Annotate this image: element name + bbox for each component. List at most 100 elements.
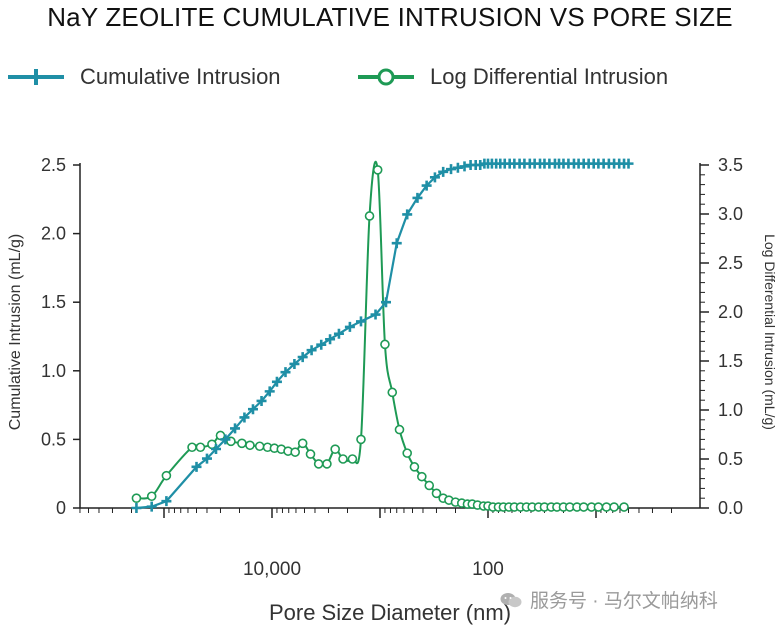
cumulative-point	[161, 496, 172, 507]
y-right-tick-label: 2.0	[718, 302, 743, 322]
cumulative-point	[211, 444, 221, 455]
log-differential-point	[330, 444, 340, 455]
watermark-text: 服务号 · 马尔文帕纳科	[530, 591, 718, 612]
x-axis-title: Pore Size Diameter (nm)	[268, 600, 512, 625]
legend-item-cumulative: Cumulative Intrusion	[6, 60, 281, 94]
cumulative-point	[247, 404, 258, 415]
y-right-tick-label: 3.5	[718, 155, 743, 175]
log-differential-point	[290, 447, 300, 457]
y-right-tick-label: 0.0	[718, 498, 743, 518]
legend: Cumulative Intrusion Log Differential In…	[0, 60, 780, 94]
cumulative-point	[402, 209, 413, 220]
log-differential-point	[578, 502, 589, 512]
log-differential-point	[254, 441, 265, 452]
log-differential-point	[187, 442, 197, 453]
log-differential-point	[131, 493, 142, 504]
y-left-tick-label: 2.5	[41, 155, 66, 175]
cumulative-point	[131, 503, 142, 513]
y-left-tick-label: 0	[56, 498, 66, 518]
cumulative-point	[271, 376, 282, 387]
cumulative-point	[230, 423, 241, 434]
legend-swatch-log-differential	[358, 68, 414, 86]
log-differential-point	[394, 424, 405, 435]
log-differential-point	[338, 454, 348, 464]
y-right-tick-label: 3.0	[718, 204, 743, 224]
y-left-tick-label: 2.0	[41, 224, 66, 244]
y-right-tick-label: 1.0	[718, 400, 743, 420]
cumulative-point	[459, 161, 470, 172]
log-differential-point	[195, 442, 206, 453]
log-differential-point	[347, 454, 358, 464]
x-tick-label: 100	[472, 559, 504, 580]
cumulative-series	[131, 158, 634, 513]
log-differential-point	[402, 448, 412, 458]
log-differential-point	[387, 387, 398, 398]
log-differential-series	[131, 160, 629, 512]
watermark: 服务号 · 马尔文帕纳科	[500, 586, 718, 613]
cumulative-point	[421, 180, 432, 191]
log-differential-point	[609, 502, 619, 512]
y-axis-right-title: Log Differential Intrusion (mL/g)	[762, 234, 778, 430]
log-differential-point	[372, 165, 383, 175]
cumulative-point	[289, 358, 300, 369]
log-differential-point	[619, 502, 629, 512]
cumulative-point	[333, 328, 344, 339]
log-differential-point	[409, 462, 420, 472]
x-tick-label: 10,000	[243, 559, 301, 580]
axes: 0 0.5 1.0 1.5 2.0 2.5 0.0 0.5 1.0 1.5 2.0 2.5 3.0 3.5…	[41, 155, 743, 580]
y-left-tick-label: 1.5	[41, 292, 66, 312]
log-differential-point	[146, 491, 157, 502]
log-differential-point	[424, 480, 435, 491]
y-left-tick-label: 1.0	[41, 361, 66, 381]
cumulative-point	[355, 316, 366, 327]
chart-title: NaY ZEOLITE CUMULATIVE INTRUSION VS PORE…	[47, 2, 733, 32]
cumulative-point	[316, 339, 327, 350]
cumulative-point	[438, 166, 449, 177]
legend-label-cumulative: Cumulative Intrusion	[80, 64, 281, 89]
y-right-tick-label: 1.5	[718, 351, 743, 371]
log-differential-point	[297, 438, 308, 449]
y-axis-left-title: Cumulative Intrusion (mL/g)	[7, 233, 24, 431]
cumulative-point	[256, 395, 267, 406]
log-differential-point	[364, 211, 375, 221]
cumulative-point	[370, 309, 381, 320]
cumulative-point	[380, 297, 391, 308]
cumulative-point	[446, 164, 457, 175]
cumulative-point	[280, 367, 291, 378]
legend-swatch-cumulative	[8, 69, 64, 85]
y-right-tick-label: 2.5	[718, 253, 743, 273]
log-differential-point	[322, 459, 332, 469]
log-differential-point	[237, 438, 247, 449]
cumulative-point	[623, 158, 634, 169]
cumulative-point	[191, 461, 202, 472]
cumulative-point	[201, 453, 212, 464]
log-differential-point	[305, 449, 316, 459]
cumulative-point	[344, 321, 355, 332]
y-right-tick-label: 0.5	[718, 449, 743, 469]
log-differential-point	[380, 339, 390, 350]
cumulative-point	[264, 386, 275, 397]
log-differential-point	[593, 502, 604, 512]
cumulative-point	[297, 352, 308, 363]
wechat-icon	[500, 592, 522, 607]
cumulative-point	[412, 192, 423, 203]
legend-item-log-differential: Log Differential Intrusion	[356, 60, 668, 94]
cumulative-point	[452, 162, 463, 173]
legend-label-log-differential: Log Differential Intrusion	[430, 64, 669, 89]
cumulative-point	[146, 501, 157, 512]
log-differential-point	[356, 434, 366, 445]
log-differential-point	[601, 502, 612, 512]
log-differential-point	[161, 470, 172, 481]
cumulative-point	[391, 238, 402, 249]
cumulative-point	[306, 345, 317, 356]
cumulative-point	[429, 172, 440, 183]
cumulative-point	[325, 334, 336, 345]
log-differential-point	[313, 459, 324, 469]
cumulative-line	[136, 162, 629, 510]
cumulative-point	[239, 412, 250, 423]
log-differential-point	[417, 471, 427, 482]
y-left-tick-label: 0.5	[41, 429, 66, 449]
cumulative-point	[220, 434, 231, 445]
